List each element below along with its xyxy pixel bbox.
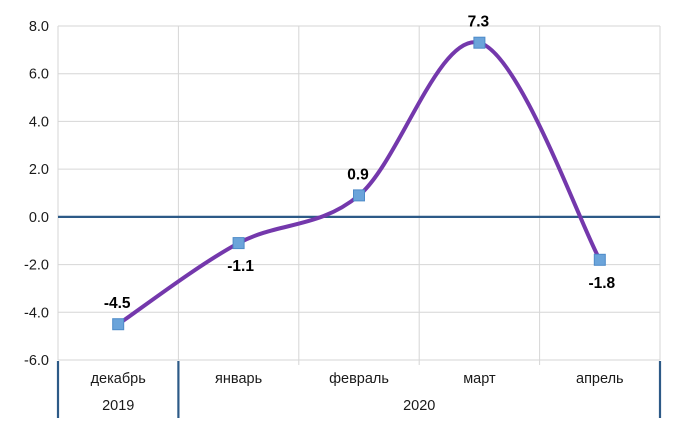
y-tick-label: 4.0 — [29, 114, 49, 130]
y-tick-label: 2.0 — [29, 162, 49, 178]
data-point-marker — [473, 36, 486, 49]
month-label: февраль — [329, 371, 389, 387]
month-label: январь — [215, 371, 262, 387]
month-label: апрель — [576, 371, 624, 387]
y-tick-label: -4.0 — [24, 305, 49, 321]
month-label: март — [463, 371, 496, 387]
data-label: 7.3 — [468, 14, 490, 31]
data-label: -1.8 — [588, 275, 615, 292]
month-label: декабрь — [91, 371, 146, 387]
data-point-marker — [593, 253, 606, 266]
data-point-marker — [232, 237, 245, 250]
data-label: 0.9 — [347, 166, 369, 183]
y-tick-label: -6.0 — [24, 353, 49, 369]
series-line — [116, 40, 602, 327]
year-label: 2020 — [403, 398, 435, 414]
year-label: 2019 — [102, 398, 134, 414]
data-label: -4.5 — [104, 295, 131, 312]
y-tick-label: 6.0 — [29, 67, 49, 83]
y-tick-label: 0.0 — [29, 210, 49, 226]
data-point-marker — [353, 189, 365, 202]
y-tick-label: 8.0 — [29, 19, 49, 35]
data-point-marker — [112, 318, 125, 331]
data-label: -1.1 — [227, 258, 254, 275]
y-tick-label: -2.0 — [24, 258, 49, 274]
